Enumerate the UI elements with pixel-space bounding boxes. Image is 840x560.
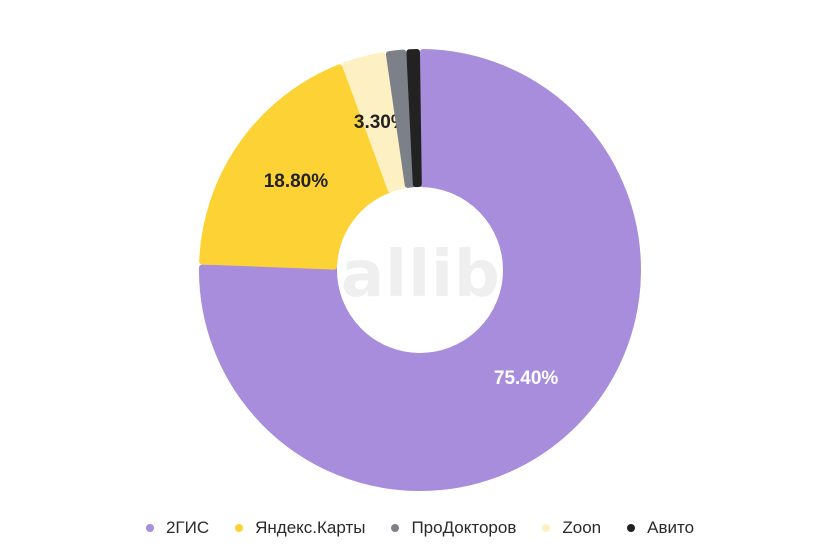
legend-label: ПроДокторов bbox=[411, 518, 517, 537]
legend-label: Авито bbox=[647, 518, 695, 537]
legend-item-2[interactable]: ПроДокторов bbox=[391, 518, 516, 538]
legend-dot-icon bbox=[627, 524, 636, 532]
legend-label: 2ГИС bbox=[165, 518, 210, 537]
legend-item-1[interactable]: Яндекс.Карты bbox=[235, 518, 365, 538]
legend-item-3[interactable]: Zoon bbox=[542, 518, 601, 538]
slice-1[interactable] bbox=[199, 64, 392, 270]
slice-0[interactable] bbox=[199, 49, 641, 491]
legend-label: Яндекс.Карты bbox=[255, 518, 366, 537]
legend-dot-icon bbox=[235, 524, 244, 532]
donut-chart: 75.40% 18.80% 3.30% bbox=[199, 49, 641, 491]
legend-item-4[interactable]: Авито bbox=[627, 518, 694, 538]
legend-dot-icon bbox=[145, 524, 154, 532]
legend-dot-icon bbox=[391, 524, 400, 532]
slice-label-0: 75.40% bbox=[494, 368, 559, 389]
legend-dot-icon bbox=[542, 524, 551, 532]
legend-label: Zoon bbox=[562, 518, 602, 537]
chart-legend: 2ГИС Яндекс.Карты ПроДокторов Zoon Авито bbox=[0, 518, 840, 538]
slice-label-2: 3.30% bbox=[354, 112, 408, 133]
legend-item-0[interactable]: 2ГИС bbox=[145, 518, 210, 538]
slice-4[interactable] bbox=[406, 49, 422, 188]
slice-label-1: 18.80% bbox=[264, 171, 329, 192]
